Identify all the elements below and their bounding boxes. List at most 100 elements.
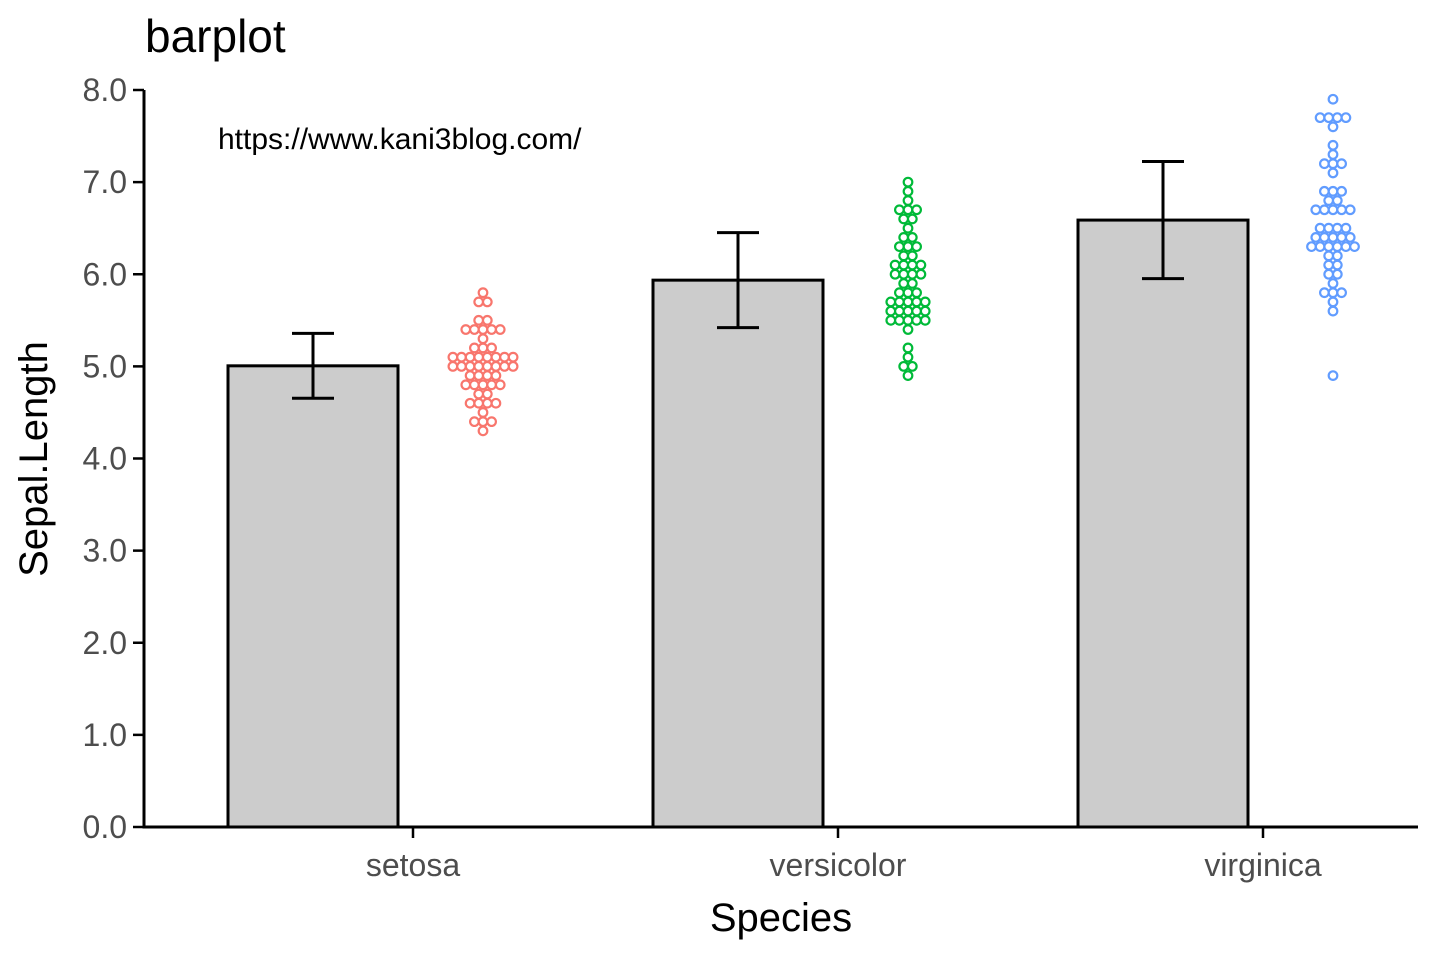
y-tick-label: 6.0: [83, 256, 127, 292]
dot-virginica: [1327, 93, 1339, 105]
y-tick-label: 0.0: [83, 809, 127, 845]
dot-virginica: [1314, 241, 1326, 253]
dot-setosa: [464, 370, 476, 381]
dot-versicolor: [906, 259, 918, 271]
y-tick-label: 7.0: [83, 164, 127, 200]
dot-versicolor: [902, 222, 914, 234]
dot-setosa: [481, 360, 493, 372]
dot-versicolor: [911, 305, 922, 317]
dot-setosa: [473, 370, 485, 381]
dot-virginica: [1349, 241, 1360, 253]
dot-versicolor: [902, 370, 914, 381]
dot-setosa: [477, 342, 489, 354]
dot-virginica: [1323, 268, 1335, 280]
dot-versicolor: [902, 204, 914, 216]
error-bar-versicolor: [717, 231, 759, 330]
dot-setosa: [490, 351, 502, 363]
chart-title: barplot: [145, 10, 286, 62]
dot-virginica: [1318, 231, 1330, 243]
dot-setosa: [460, 379, 472, 391]
dot-versicolor: [919, 305, 931, 317]
dot-setosa: [481, 296, 493, 308]
dot-virginica: [1318, 185, 1330, 197]
dot-virginica: [1327, 305, 1339, 317]
dot-virginica: [1327, 185, 1339, 197]
dot-versicolor: [889, 268, 901, 280]
dot-virginica: [1331, 259, 1343, 271]
error-bar-virginica: [1142, 159, 1184, 281]
x-axis-title: Species: [710, 896, 852, 940]
dot-versicolor: [894, 296, 905, 308]
dot-setosa: [469, 379, 480, 391]
dot-versicolor: [919, 314, 931, 326]
dot-versicolor: [902, 342, 914, 354]
dot-virginica: [1336, 204, 1347, 216]
dot-virginica: [1327, 278, 1339, 289]
dot-setosa: [477, 425, 489, 437]
dot-setosa: [464, 397, 476, 409]
dot-setosa: [486, 324, 498, 335]
dot-versicolor: [915, 259, 927, 271]
dot-versicolor: [894, 204, 905, 216]
dot-setosa: [473, 397, 485, 409]
dot-virginica: [1331, 222, 1343, 234]
dots-group: [447, 93, 1360, 437]
dot-versicolor: [902, 305, 914, 317]
dot-virginica: [1318, 158, 1330, 170]
y-tick-label: 4.0: [83, 441, 127, 477]
dot-setosa: [460, 324, 472, 335]
dot-virginica: [1327, 139, 1339, 151]
dot-setosa: [477, 324, 489, 335]
dot-versicolor: [894, 305, 905, 317]
dot-setosa: [477, 407, 489, 418]
dot-setosa: [473, 388, 485, 400]
dot-virginica: [1344, 231, 1356, 243]
dot-virginica: [1336, 185, 1347, 197]
dot-virginica: [1323, 195, 1335, 206]
dot-setosa: [481, 397, 493, 409]
dot-virginica: [1327, 296, 1339, 308]
dot-setosa: [469, 324, 480, 335]
dot-versicolor: [902, 241, 914, 253]
error-bars-group: [292, 159, 1184, 400]
dot-virginica: [1331, 241, 1343, 253]
dot-versicolor: [898, 250, 910, 262]
dot-versicolor: [889, 259, 901, 271]
dot-setosa: [473, 360, 485, 372]
y-tick-label: 8.0: [83, 72, 127, 108]
dot-versicolor: [911, 241, 922, 253]
dot-virginica: [1331, 268, 1343, 280]
x-tick-label: setosa: [366, 847, 460, 883]
dot-setosa: [486, 379, 498, 391]
dot-setosa: [464, 351, 476, 363]
dot-virginica: [1323, 112, 1335, 124]
dot-virginica: [1306, 241, 1317, 253]
dot-setosa: [481, 370, 493, 381]
dot-virginica: [1327, 167, 1339, 179]
dot-setosa: [499, 360, 510, 372]
y-tick-label: 5.0: [83, 348, 127, 384]
dot-versicolor: [906, 268, 918, 280]
x-axis: setosa versicolor virginica: [142, 825, 1418, 883]
dot-virginica: [1336, 158, 1347, 170]
dot-virginica: [1314, 112, 1326, 124]
dot-virginica: [1327, 121, 1339, 133]
dot-setosa: [481, 388, 493, 400]
dot-versicolor: [906, 250, 918, 262]
y-tick-label: 1.0: [83, 717, 127, 753]
y-axis: 0.0 1.0 2.0 3.0 4.0 5.0 6.0 7.0 8.0: [83, 72, 146, 845]
dot-virginica: [1336, 287, 1347, 299]
dot-setosa: [507, 351, 519, 363]
dot-virginica: [1331, 195, 1343, 206]
x-tick-label: versicolor: [770, 847, 907, 883]
dot-virginica: [1327, 287, 1339, 299]
dot-versicolor: [902, 185, 914, 197]
dot-versicolor: [894, 314, 905, 326]
dot-virginica: [1323, 259, 1335, 271]
dot-setosa: [473, 351, 485, 363]
dot-versicolor: [911, 287, 922, 299]
dot-versicolor: [894, 287, 905, 299]
watermark-url: https://www.kani3blog.com/: [218, 123, 582, 156]
dot-setosa: [481, 314, 493, 326]
